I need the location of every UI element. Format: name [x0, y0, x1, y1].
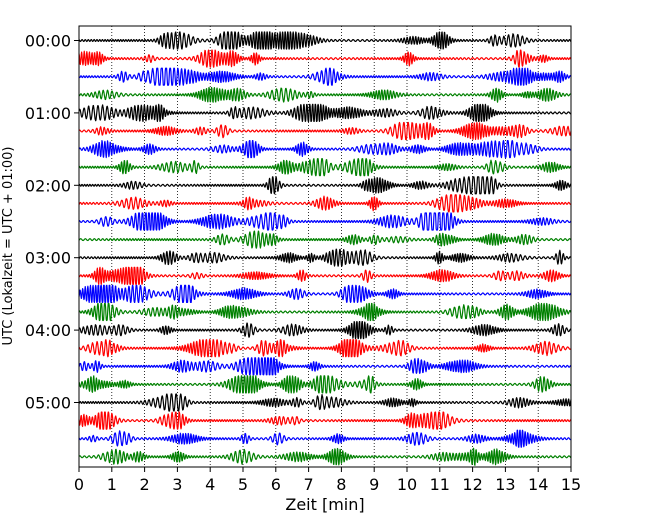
- trace-05:45: [78, 447, 572, 466]
- x-tick-label: 11: [430, 475, 450, 494]
- trace-02:30: [78, 212, 572, 231]
- trace-00:00: [78, 31, 572, 50]
- trace-05:30: [78, 429, 572, 448]
- x-tick-label: 9: [369, 475, 379, 494]
- y-tick-label: 02:00: [25, 176, 71, 195]
- y-tick-label: 01:00: [25, 104, 71, 123]
- x-tick-label: 2: [140, 475, 150, 494]
- trace-02:45: [78, 230, 572, 249]
- x-tick-label: 6: [271, 475, 281, 494]
- trace-05:15: [78, 411, 572, 430]
- x-tick-label: 1: [107, 475, 117, 494]
- trace-00:30: [78, 67, 572, 86]
- x-tick-label: 8: [336, 475, 346, 494]
- plot-frame: [78, 25, 572, 468]
- trace-01:45: [78, 158, 572, 177]
- trace-04:15: [78, 339, 572, 358]
- trace-04:00: [78, 321, 572, 340]
- x-axis: 0 1 2 3 4 5 6 7 8 9 10 11 12 13 14 15: [74, 467, 581, 494]
- trace-02:15: [78, 194, 572, 213]
- y-axis-label: UTC (Lokalzeit = UTC + 01:00): [1, 147, 16, 346]
- trace-03:15: [78, 266, 572, 285]
- x-tick-label: 3: [172, 475, 182, 494]
- x-tick-label: 5: [238, 475, 248, 494]
- x-tick-label: 10: [397, 475, 417, 494]
- trace-04:30: [78, 357, 572, 376]
- trace-03:30: [78, 284, 572, 303]
- x-tick-label: 12: [462, 475, 482, 494]
- x-tick-label: 15: [561, 475, 581, 494]
- trace-01:15: [78, 121, 572, 141]
- y-axis: 00:00 01:00 02:00 03:00 04:00 05:00: [25, 32, 79, 413]
- trace-03:45: [78, 302, 572, 322]
- x-axis-label: Zeit [min]: [285, 495, 364, 514]
- trace-03:00: [78, 248, 572, 267]
- trace-01:30: [78, 140, 572, 159]
- x-tick-label: 14: [528, 475, 548, 494]
- y-tick-label: 00:00: [25, 32, 71, 51]
- trace-01:00: [78, 103, 572, 122]
- trace-02:00: [78, 176, 572, 195]
- x-tick-label: 13: [495, 475, 515, 494]
- x-tick-label: 4: [205, 475, 215, 494]
- seismogram-traces: [78, 31, 572, 466]
- trace-00:15: [78, 49, 572, 68]
- y-tick-label: 04:00: [25, 321, 71, 340]
- trace-00:45: [78, 86, 572, 103]
- x-tick-label: 0: [74, 475, 84, 494]
- y-tick-label: 05:00: [25, 394, 71, 413]
- trace-04:45: [78, 375, 572, 394]
- trace-05:00: [78, 393, 572, 412]
- y-tick-label: 03:00: [25, 249, 71, 268]
- x-tick-label: 7: [304, 475, 314, 494]
